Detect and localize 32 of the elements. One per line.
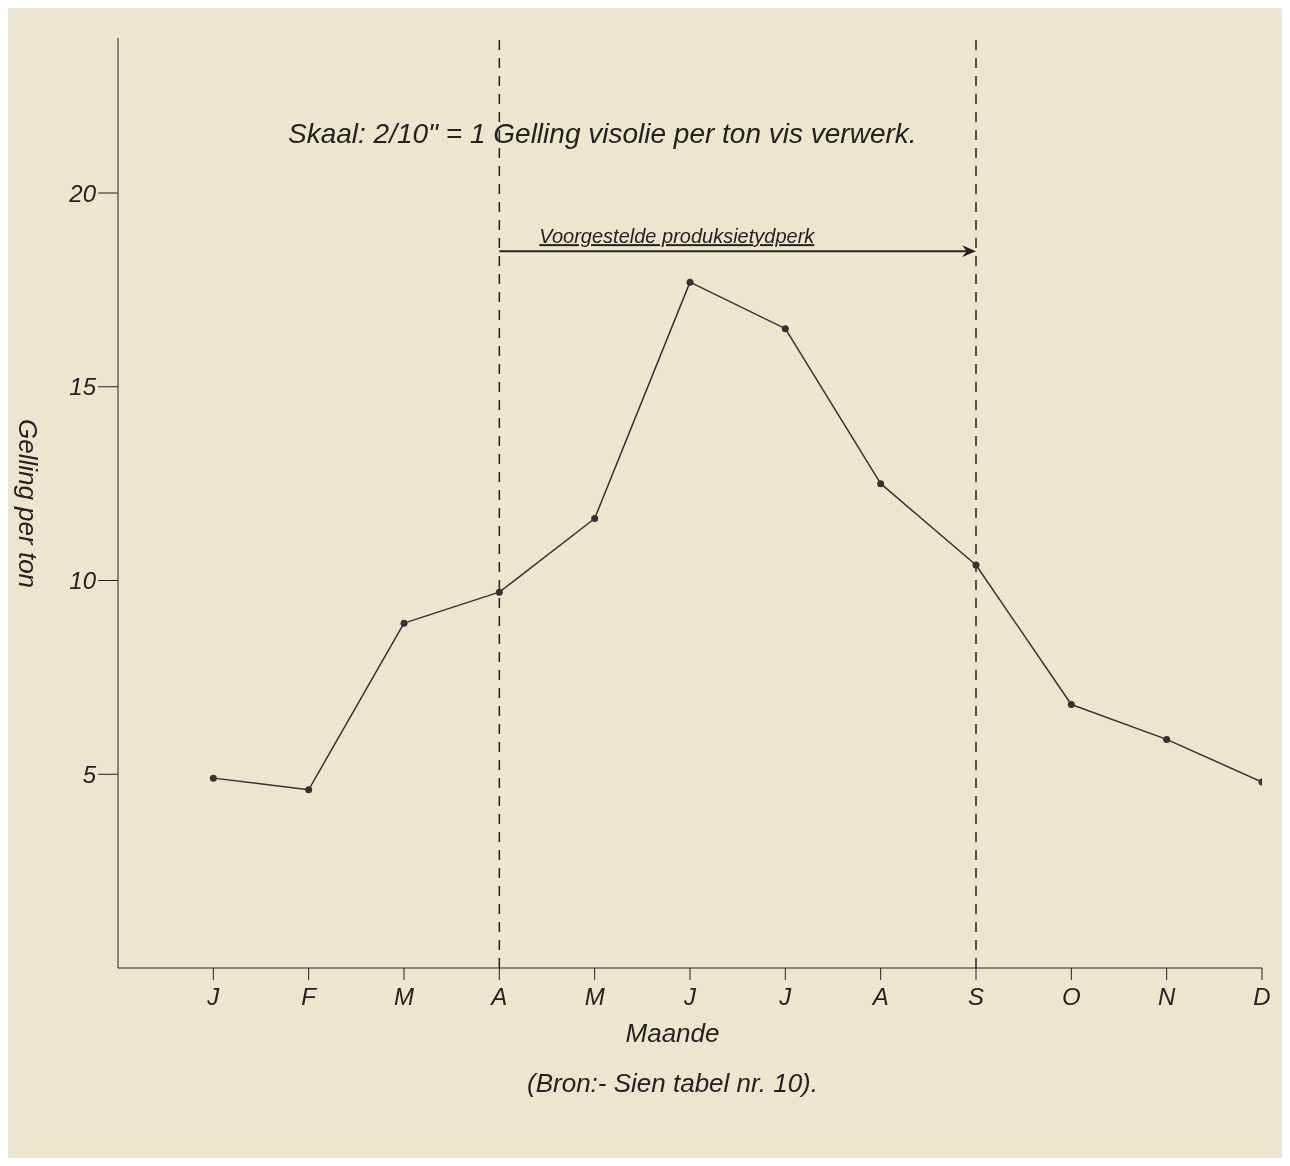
x-tick-label: N	[1157, 983, 1176, 1011]
annotation: Voorgestelde produksietydperk	[539, 225, 816, 248]
point	[877, 480, 885, 488]
point	[305, 786, 313, 794]
point	[781, 325, 789, 333]
point	[209, 774, 217, 782]
x-tick-label: J	[778, 983, 793, 1011]
x-tick-label: O	[1062, 983, 1081, 1011]
y-tick-label: 20	[68, 179, 97, 207]
y-axis-title: Gelling per ton	[12, 418, 44, 588]
point	[1163, 735, 1171, 743]
point	[1067, 701, 1075, 708]
x-tick-label: M	[394, 983, 414, 1011]
x-tick-label: A	[489, 983, 508, 1011]
y-tick-label: 15	[69, 373, 97, 401]
text: (Bron:- Sien tabel nr. 10).	[526, 1068, 819, 1099]
y-tick-label: 10	[69, 567, 97, 595]
x-tick-label: M	[584, 983, 605, 1011]
point	[972, 561, 980, 569]
y-tick-label: 5	[82, 760, 97, 788]
text: Skaal: 2/10" = 1 Gelling visolie per ton vis verwerk.	[288, 118, 917, 150]
point	[686, 278, 694, 286]
x-tick-label: D	[1253, 983, 1271, 1011]
x-tick-label: F	[301, 983, 318, 1011]
x-tick-label: S	[967, 983, 985, 1011]
x-tick-label: A	[870, 983, 889, 1011]
point	[400, 619, 408, 627]
x-tick-label: J	[206, 983, 221, 1011]
point	[495, 588, 503, 596]
x-tick-label: J	[683, 983, 697, 1011]
x-axis-title: Maande	[624, 1018, 721, 1049]
point	[591, 515, 599, 522]
